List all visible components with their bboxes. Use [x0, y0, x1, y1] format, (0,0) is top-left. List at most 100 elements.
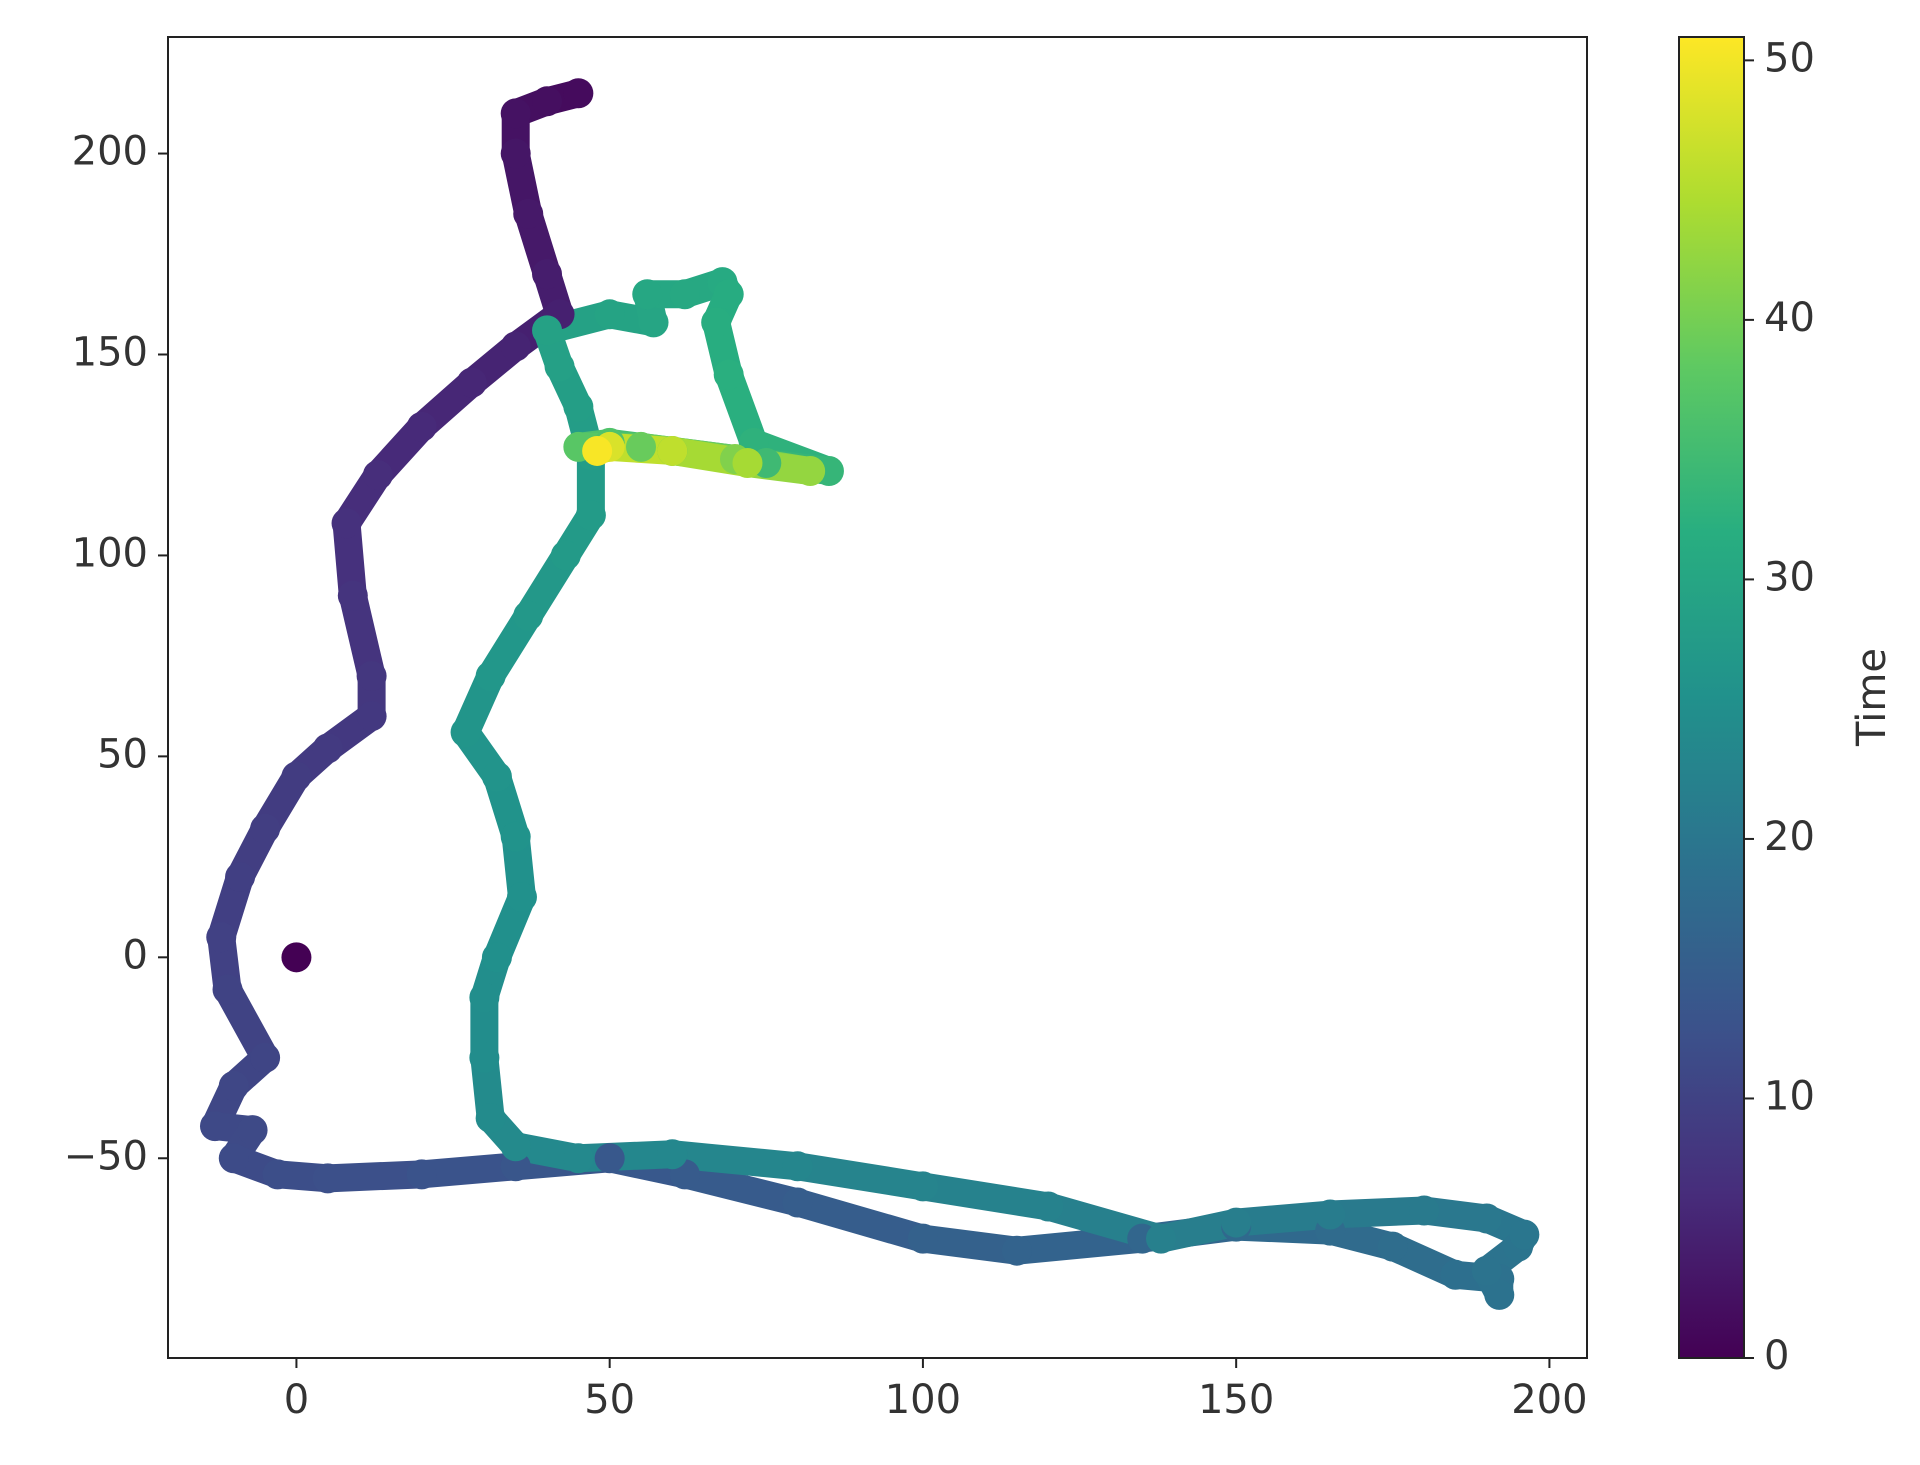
y-tick-label: 0 — [123, 932, 148, 978]
point — [575, 500, 606, 531]
x-tick-label: 0 — [284, 1377, 309, 1423]
point — [657, 435, 688, 466]
point — [475, 660, 506, 691]
points — [199, 78, 1540, 1310]
point — [199, 1111, 230, 1142]
trail-segment — [783, 1152, 937, 1201]
point — [532, 315, 563, 346]
point — [356, 701, 387, 732]
point — [1377, 1231, 1408, 1262]
point — [262, 1159, 293, 1190]
point — [406, 1159, 437, 1190]
x-tick-label: 200 — [1511, 1377, 1587, 1423]
point — [550, 540, 581, 571]
point — [1001, 1235, 1032, 1266]
trail-segment — [783, 1188, 937, 1253]
point — [250, 813, 281, 844]
point — [225, 861, 256, 892]
point — [312, 733, 343, 764]
point — [907, 1171, 938, 1202]
colorbar-tick-label: 50 — [1764, 35, 1815, 81]
point — [782, 1151, 813, 1182]
point — [500, 98, 531, 129]
y-tick-label: −50 — [64, 1133, 148, 1179]
trail-segment — [658, 1140, 812, 1181]
point — [337, 580, 368, 611]
point — [532, 259, 563, 290]
point — [907, 1223, 938, 1254]
point — [281, 942, 312, 973]
colorbar-tick-label: 20 — [1764, 814, 1815, 860]
point — [782, 1187, 813, 1218]
colorbar-tick-label: 0 — [1764, 1333, 1789, 1379]
trail-segment — [407, 1152, 530, 1189]
point — [250, 1042, 281, 1073]
point — [1145, 1223, 1176, 1254]
point — [206, 922, 237, 953]
point — [532, 86, 563, 117]
colorbar-tick-label: 40 — [1764, 295, 1815, 341]
point — [506, 882, 537, 913]
y-tick-label: 150 — [72, 329, 148, 375]
point — [500, 331, 531, 362]
plot-frame — [167, 36, 1588, 1359]
trail-segment — [670, 1160, 812, 1217]
y-tick-label: 200 — [72, 129, 148, 175]
colorbar-label: Time — [1849, 648, 1895, 747]
x-tick-label: 100 — [885, 1377, 961, 1423]
point — [1484, 1279, 1515, 1310]
point — [513, 600, 544, 631]
y-tick-label: 50 — [97, 731, 148, 777]
point — [1221, 1207, 1252, 1238]
point — [638, 307, 669, 338]
point — [1471, 1203, 1502, 1234]
point — [1409, 1195, 1440, 1226]
point — [594, 299, 625, 330]
point — [669, 279, 700, 310]
point — [218, 1143, 249, 1174]
y-tick-label: 100 — [72, 530, 148, 576]
point — [713, 279, 744, 310]
point — [1509, 1219, 1540, 1250]
point — [795, 456, 826, 487]
trail-segment — [313, 1160, 436, 1193]
point — [312, 1163, 343, 1194]
point — [475, 1103, 506, 1134]
point — [701, 307, 732, 338]
point — [626, 431, 656, 462]
trail-segment — [908, 1172, 1063, 1221]
point — [362, 460, 393, 491]
point — [563, 1143, 594, 1174]
point — [500, 138, 531, 169]
point — [1440, 1259, 1471, 1290]
point — [237, 1115, 268, 1146]
point — [356, 660, 387, 691]
colorbar — [1678, 36, 1745, 1359]
point — [632, 279, 663, 310]
point — [406, 411, 437, 442]
point — [657, 1139, 688, 1170]
point — [594, 1143, 625, 1174]
point — [544, 351, 575, 382]
trail-segment — [1316, 1196, 1439, 1229]
point — [563, 391, 594, 422]
point — [513, 198, 544, 229]
trail-segment — [564, 1140, 687, 1173]
point — [500, 821, 531, 852]
point — [481, 942, 512, 973]
point — [582, 435, 613, 466]
trail-segment — [1222, 1200, 1345, 1237]
point — [563, 78, 594, 109]
point — [456, 367, 487, 398]
x-tick-label: 150 — [1198, 1377, 1274, 1423]
point — [212, 974, 243, 1005]
point — [331, 508, 362, 539]
trail-segment — [908, 1224, 1031, 1265]
point — [732, 447, 763, 478]
point — [218, 1070, 249, 1101]
point — [713, 359, 744, 390]
point — [500, 1131, 531, 1162]
point — [281, 761, 312, 792]
colorbar-tick-label: 30 — [1764, 554, 1815, 600]
